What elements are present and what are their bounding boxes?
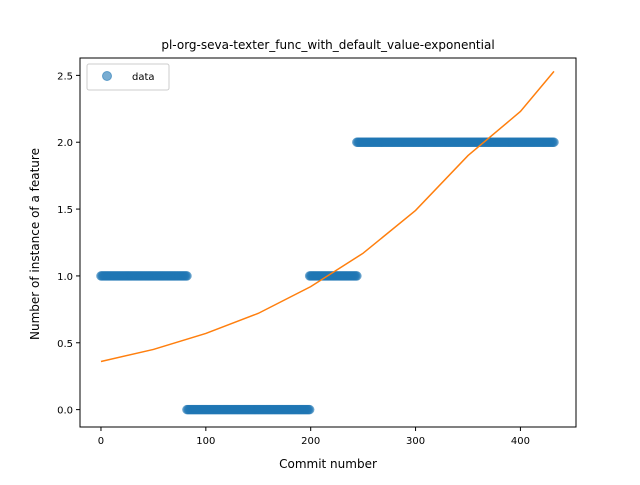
fit-line [100, 70, 555, 363]
chart-title: pl-org-seva-texter_func_with_default_val… [161, 38, 494, 52]
y-tick-label: 1.5 [57, 205, 73, 216]
x-tick-label: 200 [301, 436, 320, 447]
y-tick-label: 2.0 [57, 138, 73, 149]
x-tick-label: 100 [196, 436, 215, 447]
legend-box [86, 63, 170, 91]
y-axis-label: Number of instance of a feature [28, 148, 42, 340]
data-point [182, 271, 192, 281]
y-tick-label: 1.0 [57, 272, 73, 283]
y-tick-label: 0.0 [57, 406, 73, 417]
data-point [549, 137, 559, 147]
legend: data [86, 63, 170, 91]
data-layer [96, 70, 559, 415]
x-tick-label: 0 [98, 436, 104, 447]
x-tick-label: 400 [511, 436, 530, 447]
legend-marker-data [102, 71, 112, 81]
legend-label-data: data [132, 72, 155, 83]
axes-layer: 0 100 200 300 400 0.0 0.5 1.0 1.5 2.0 2.5 [57, 57, 577, 447]
x-axis-label: Commit number [279, 457, 377, 471]
y-tick-label: 0.5 [57, 339, 73, 350]
data-point [352, 271, 362, 281]
y-tick-label: 2.5 [57, 71, 73, 82]
x-tick-label: 300 [406, 436, 425, 447]
data-point [304, 404, 315, 415]
plot-frame [79, 57, 577, 428]
